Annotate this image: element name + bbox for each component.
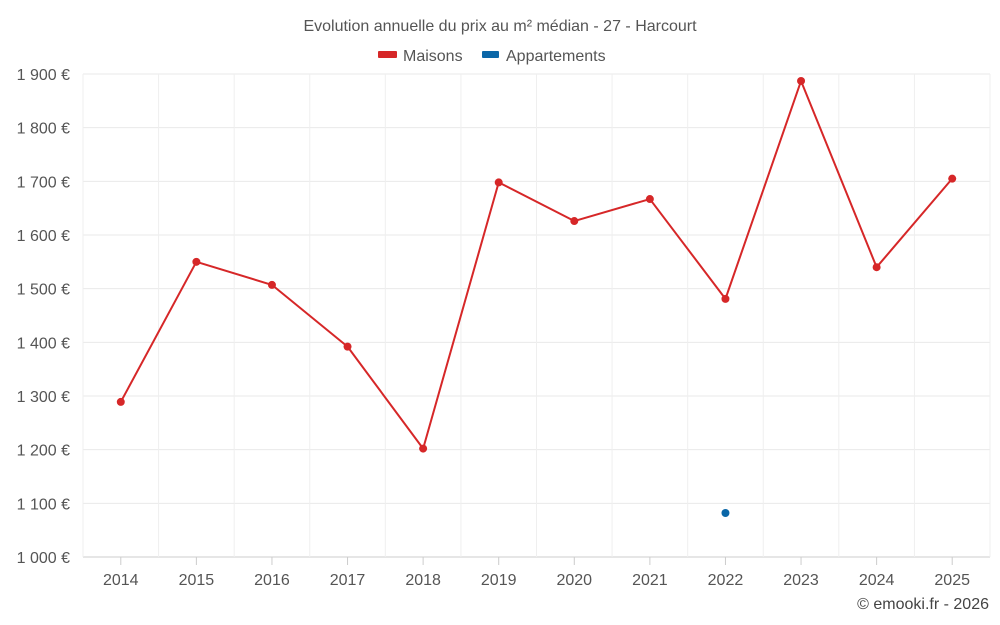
data-point-maisons-2023[interactable] — [797, 76, 806, 85]
x-tick-label: 2014 — [103, 572, 139, 589]
legend-swatch-appartements — [482, 51, 499, 58]
data-point-maisons-2016[interactable] — [267, 280, 276, 289]
data-point-maisons-2014[interactable] — [116, 397, 125, 406]
legend-swatch-maisons — [378, 51, 397, 58]
data-point-maisons-2018[interactable] — [419, 444, 428, 453]
data-point-maisons-2015[interactable] — [192, 257, 201, 266]
y-tick-label: 1 800 € — [17, 121, 70, 138]
x-axis: 2014 2015 2016 2017 2018 2019 2020 2021 2022 2023… — [103, 557, 970, 589]
data-point-maisons-2020[interactable] — [570, 217, 579, 226]
x-tick-label: 2017 — [330, 572, 366, 589]
y-tick-label: 1 100 € — [17, 496, 70, 513]
x-tick-label: 2020 — [556, 572, 592, 589]
data-point-maisons-2021[interactable] — [645, 195, 654, 204]
y-axis: 1 000 € 1 100 € 1 200 € 1 300 € 1 400 € 1 500… — [17, 67, 70, 567]
chart-title: Evolution annuelle du prix au m² médian … — [303, 18, 697, 35]
legend: Maisons Appartements — [378, 48, 606, 65]
x-tick-label: 2015 — [179, 572, 215, 589]
x-tick-label: 2022 — [708, 572, 744, 589]
y-tick-label: 1 000 € — [17, 550, 70, 567]
x-tick-label: 2016 — [254, 572, 290, 589]
data-point-maisons-2025[interactable] — [948, 174, 957, 183]
data-point-maisons-2022[interactable] — [721, 294, 730, 303]
x-tick-label: 2019 — [481, 572, 517, 589]
y-tick-label: 1 700 € — [17, 174, 70, 191]
x-tick-label: 2024 — [859, 572, 895, 589]
legend-item-appartements[interactable]: Appartements — [482, 48, 606, 65]
y-tick-label: 1 400 € — [17, 335, 70, 352]
legend-item-maisons[interactable]: Maisons — [378, 48, 463, 65]
series-layer — [116, 76, 957, 517]
legend-label-appartements: Appartements — [506, 48, 606, 65]
y-tick-label: 1 300 € — [17, 389, 70, 406]
y-tick-label: 1 900 € — [17, 67, 70, 84]
x-tick-label: 2018 — [405, 572, 441, 589]
series-line-maisons — [119, 79, 953, 450]
credit-text: © emooki.fr - 2026 — [857, 596, 989, 613]
data-point-maisons-2024[interactable] — [872, 263, 881, 272]
x-tick-label: 2021 — [632, 572, 668, 589]
x-tick-label: 2023 — [783, 572, 819, 589]
y-tick-label: 1 200 € — [17, 443, 70, 460]
data-point-maisons-2019[interactable] — [494, 178, 503, 187]
x-tick-label: 2025 — [934, 572, 970, 589]
data-point-appartements-2022[interactable] — [721, 508, 730, 517]
grid — [82, 73, 991, 558]
data-point-maisons-2017[interactable] — [343, 342, 352, 351]
legend-label-maisons: Maisons — [403, 48, 463, 65]
y-tick-label: 1 600 € — [17, 228, 70, 245]
y-tick-label: 1 500 € — [17, 282, 70, 299]
